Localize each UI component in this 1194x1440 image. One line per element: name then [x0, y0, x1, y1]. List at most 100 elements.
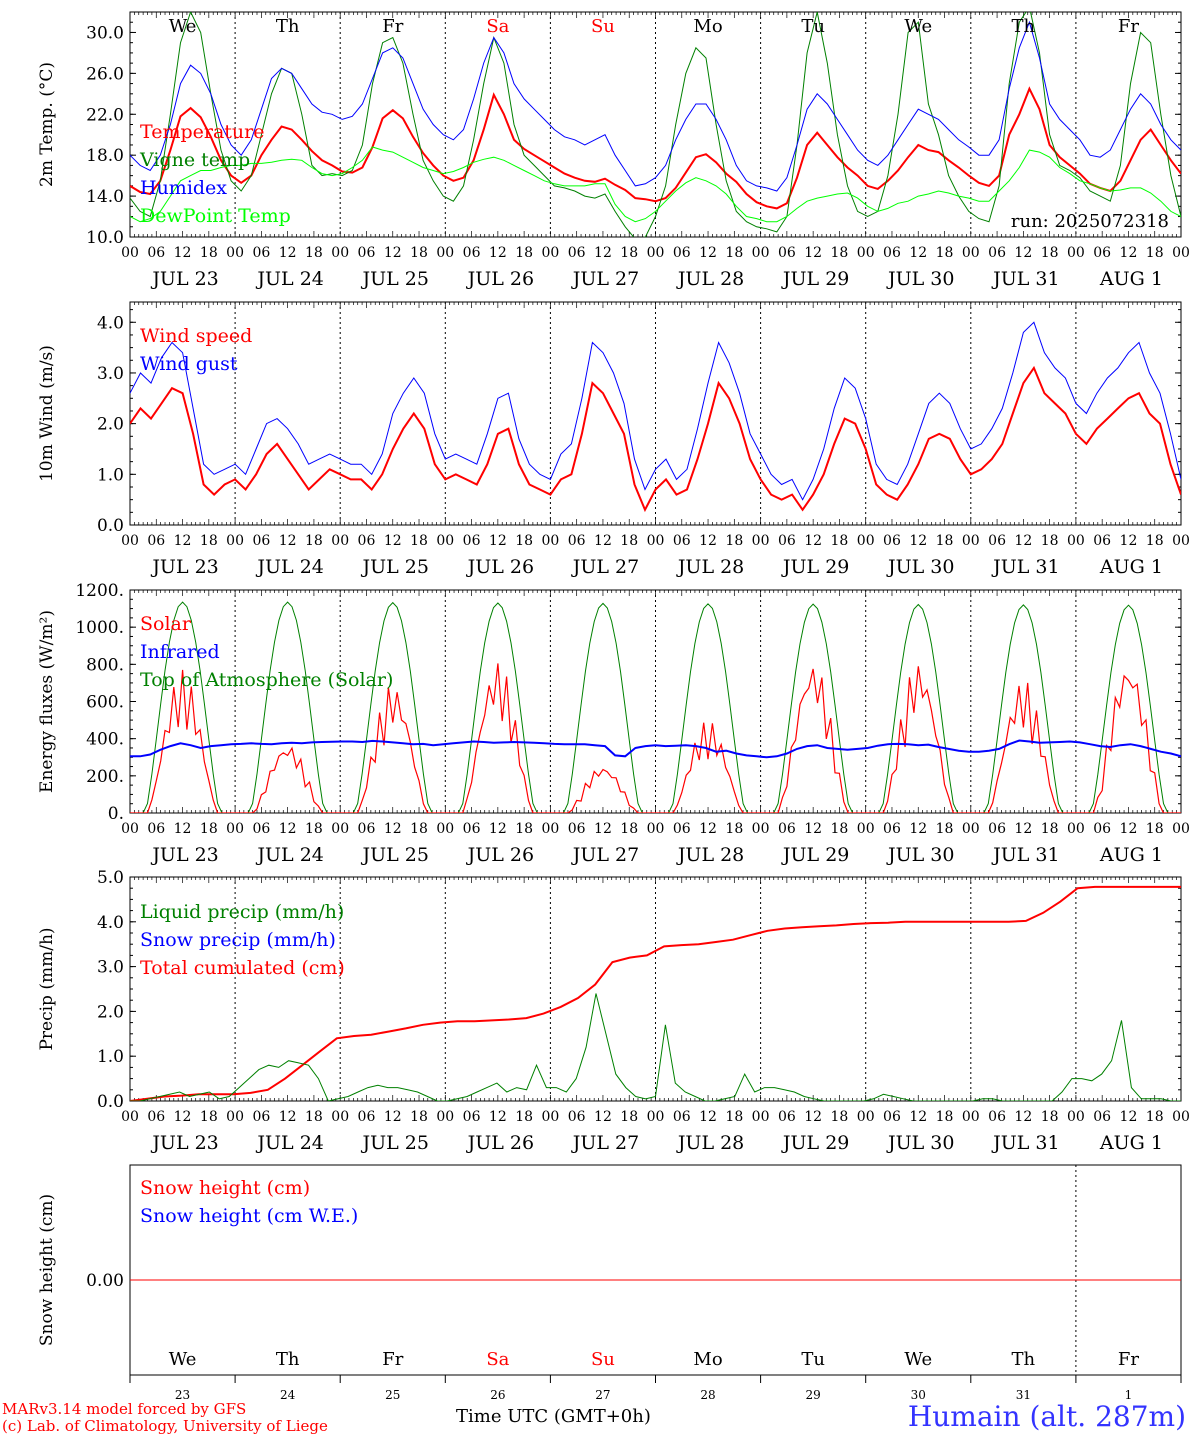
x-hour-label: 00 [226, 533, 244, 549]
y-axis-label: 10m Wind (m/s) [37, 345, 57, 482]
x-hour-label: 00 [436, 821, 454, 837]
x-date-label: JUL 29 [781, 268, 849, 290]
x-date-label: JUL 30 [886, 268, 954, 290]
series-infrared [130, 739, 1181, 759]
run-annotation: run: 2025072318 [1011, 211, 1169, 232]
x-hour-label: 00 [1172, 245, 1190, 261]
x-date-label: JUL 31 [991, 844, 1059, 866]
x-hour-label: 18 [1146, 1109, 1164, 1125]
x-hour-label: 00 [647, 533, 665, 549]
x-hour-label: 12 [174, 533, 192, 549]
y-tick-label: 0. [108, 804, 124, 824]
y-tick-label: 30.0 [86, 23, 124, 43]
series-liquid-precip-mm-h- [130, 993, 1181, 1101]
x-hour-label: 12 [594, 533, 612, 549]
x-date-label: AUG 1 [1099, 268, 1163, 290]
x-hour-label: 12 [1120, 1109, 1138, 1125]
x-date-label: JUL 31 [991, 1132, 1059, 1154]
y-tick-label: 2.0 [97, 1002, 124, 1022]
x-hour-label: 06 [1093, 533, 1111, 549]
y-axis-label: 2m Temp. (°C) [37, 62, 57, 187]
x-hour-label: 12 [909, 821, 927, 837]
x-hour-label: 12 [594, 245, 612, 261]
x-hour-label: 00 [752, 245, 770, 261]
x-date-label: JUL 29 [781, 1132, 849, 1154]
x-date-label: JUL 28 [676, 268, 744, 290]
x-hour-label: 06 [568, 821, 586, 837]
x-hour-label: 12 [489, 533, 507, 549]
x-date-label: JUL 29 [781, 844, 849, 866]
x-hour-label: 06 [147, 533, 165, 549]
x-hour-label: 00 [331, 821, 349, 837]
x-hour-label: 06 [1093, 1109, 1111, 1125]
x-date-label: JUL 26 [466, 268, 534, 290]
legend-entry: Snow height (cm) [140, 1177, 310, 1199]
x-hour-label: 18 [831, 821, 849, 837]
series-top-of-atmosphere [130, 601, 1181, 813]
x-hour-label: 12 [384, 821, 402, 837]
x-hour-label: 06 [568, 1109, 586, 1125]
x-hour-label: 00 [1067, 821, 1085, 837]
x-hour-label: 06 [463, 1109, 481, 1125]
x-hour-label: 06 [568, 533, 586, 549]
series-solar [130, 663, 1181, 813]
legend-entry: Liquid precip (mm/h) [140, 901, 344, 923]
panel-3: 0. 200. 400. 600. 800. 1000. 1200. Energy fluxe… [37, 581, 1190, 866]
x-hour-label: 12 [384, 1109, 402, 1125]
day-abbr-label: Th [1012, 16, 1036, 37]
day-abbr-label: Mo [693, 1349, 722, 1370]
x-date-label: JUL 24 [255, 844, 323, 866]
y-tick-label: 26.0 [86, 64, 124, 84]
day-number-label: 23 [175, 1388, 190, 1402]
x-date-label: JUL 24 [255, 556, 323, 578]
x-date-label: JUL 26 [466, 1132, 534, 1154]
x-hour-label: 18 [1146, 533, 1164, 549]
x-hour-label: 18 [620, 1109, 638, 1125]
legend-entry: Snow height (cm W.E.) [140, 1205, 358, 1227]
x-hour-label: 00 [436, 245, 454, 261]
day-abbr-label: Fr [1118, 16, 1139, 37]
x-hour-label: 06 [988, 245, 1006, 261]
x-hour-label: 00 [331, 245, 349, 261]
panel-2: 0.0 1.0 2.0 3.0 4.0 10m Wind (m/s) Wind speed W… [37, 301, 1190, 578]
x-hour-label: 00 [1172, 821, 1190, 837]
x-hour-label: 06 [673, 245, 691, 261]
day-abbr-label: Th [276, 1349, 300, 1370]
panel-1: 10.0 14.0 18.0 22.0 26.0 30.0 2m Temp. (°C) Tem… [37, 11, 1190, 290]
x-hour-label: 00 [857, 533, 875, 549]
x-hour-label: 06 [252, 821, 270, 837]
x-hour-label: 12 [1014, 245, 1032, 261]
x-hour-label: 18 [936, 821, 954, 837]
day-abbr-label: Tu [801, 1349, 825, 1370]
series-dewpoint-temp [130, 146, 1181, 223]
x-date-label: JUL 29 [781, 556, 849, 578]
x-hour-label: 18 [410, 1109, 428, 1125]
y-tick-label: 0.00 [86, 1271, 124, 1291]
x-hour-label: 00 [226, 245, 244, 261]
x-date-label: JUL 25 [361, 1132, 429, 1154]
day-number-label: 28 [700, 1388, 715, 1402]
x-hour-label: 18 [725, 245, 743, 261]
x-hour-label: 18 [725, 533, 743, 549]
x-hour-label: 18 [410, 245, 428, 261]
x-hour-label: 18 [1041, 821, 1059, 837]
x-hour-label: 06 [778, 1109, 796, 1125]
day-abbr-label: Th [276, 16, 300, 37]
panel-5: 0.00 Snow height (cm) Snow height (cm) Snow… [37, 1164, 1182, 1402]
x-date-label: JUL 26 [466, 844, 534, 866]
x-hour-label: 12 [489, 821, 507, 837]
day-abbr-label: Fr [1118, 1349, 1139, 1370]
y-tick-label: 1200. [75, 581, 124, 601]
x-hour-label: 12 [699, 245, 717, 261]
day-abbr-label: Mo [693, 16, 722, 37]
x-hour-label: 18 [1146, 245, 1164, 261]
series-total-cumulated-cm- [130, 885, 1181, 1101]
y-tick-label: 0.0 [97, 516, 124, 536]
day-abbr-label: We [904, 16, 932, 37]
x-hour-label: 00 [962, 533, 980, 549]
x-hour-label: 00 [541, 533, 559, 549]
x-date-label: JUL 30 [886, 844, 954, 866]
y-tick-label: 14.0 [86, 187, 124, 207]
x-hour-label: 18 [305, 245, 323, 261]
